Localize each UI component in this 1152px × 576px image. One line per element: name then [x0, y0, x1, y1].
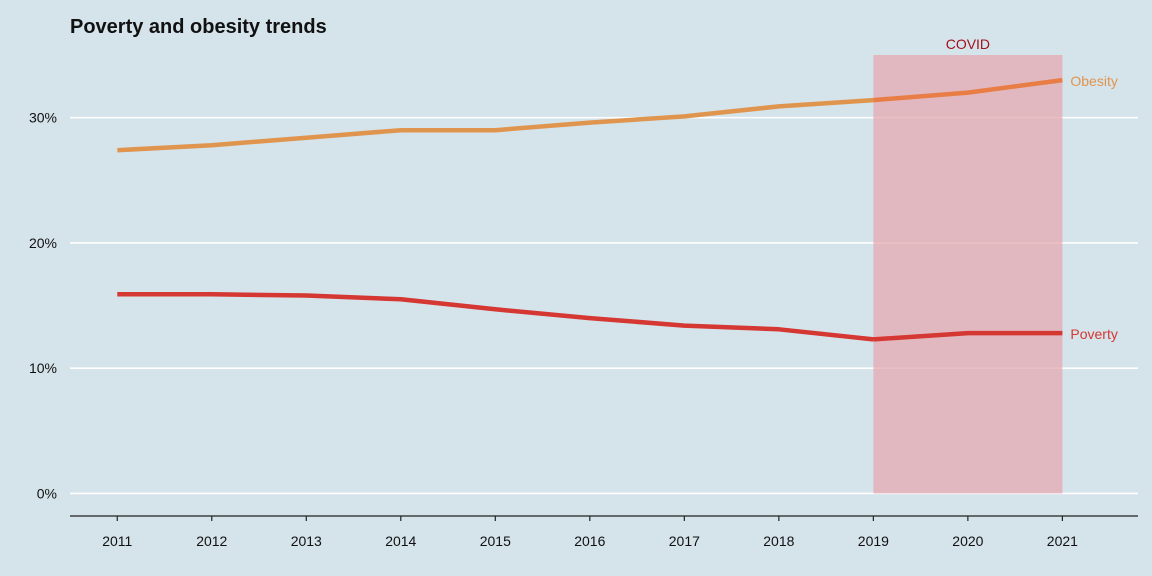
x-tick-label: 2015: [480, 533, 511, 549]
x-tick-label: 2013: [291, 533, 322, 549]
y-tick-label: 0%: [37, 485, 57, 501]
x-tick-label: 2017: [669, 533, 700, 549]
y-tick-label: 30%: [29, 110, 57, 126]
x-tick-label: 2014: [385, 533, 416, 549]
x-tick-label: 2019: [858, 533, 889, 549]
y-tick-label: 20%: [29, 235, 57, 251]
x-tick-label: 2018: [763, 533, 794, 549]
x-tick-label: 2020: [952, 533, 983, 549]
series-line-obesity: [117, 97, 874, 153]
covid-label: COVID: [946, 36, 990, 52]
chart-title: Poverty and obesity trends: [70, 16, 327, 38]
y-tick-label: 10%: [29, 360, 57, 376]
series-label-poverty: Poverty: [1070, 326, 1117, 342]
series-line-poverty-covid: [873, 330, 1063, 342]
x-tick-label: 2021: [1047, 533, 1078, 549]
covid-band: [873, 55, 1063, 494]
x-tick-label: 2012: [196, 533, 227, 549]
x-tick-label: 2016: [574, 533, 605, 549]
series-line-obesity-covid: [873, 77, 1063, 103]
series-line-poverty: [117, 292, 874, 342]
series-label-obesity: Obesity: [1070, 73, 1117, 89]
x-tick-label: 2011: [102, 533, 132, 549]
